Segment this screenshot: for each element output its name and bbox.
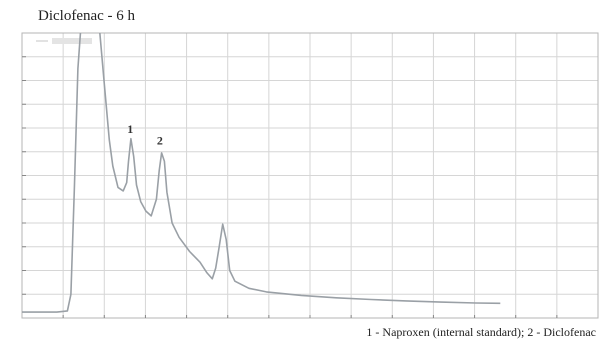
peak-label: 1	[127, 122, 133, 136]
chart-title: Diclofenac - 6 h	[38, 8, 136, 24]
chromatogram-trace	[22, 33, 501, 313]
peak-label: 2	[157, 134, 163, 148]
figure-caption: 1 - Naproxen (internal standard); 2 - Di…	[366, 325, 596, 339]
legend-text	[52, 38, 92, 44]
